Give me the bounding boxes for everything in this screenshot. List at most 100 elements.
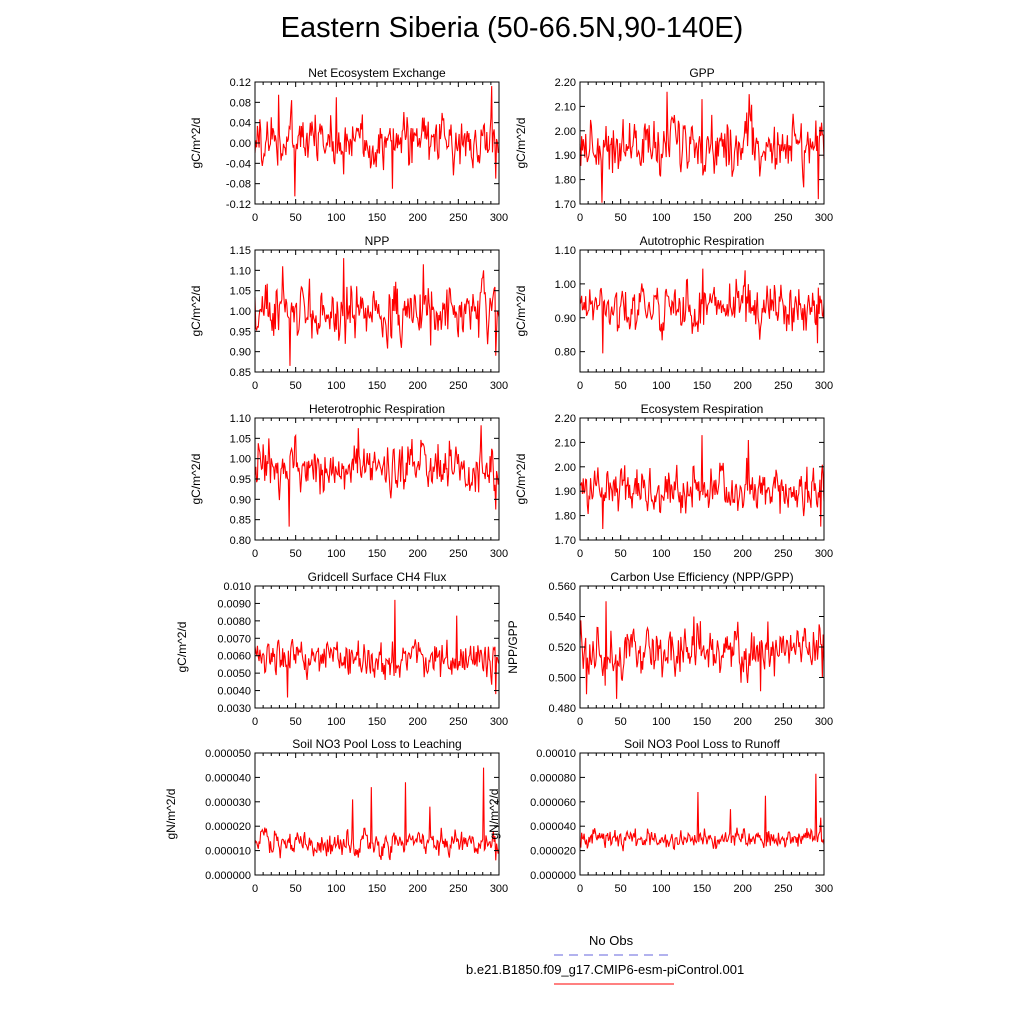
y-tick-label: -0.08	[226, 179, 251, 191]
x-tick-label: 300	[490, 212, 508, 224]
x-tick-label: 250	[774, 380, 792, 392]
y-tick-label: 0.520	[548, 642, 576, 654]
x-tick-label: 50	[615, 883, 627, 895]
y-tick-label: -0.04	[226, 158, 251, 170]
y-tick-label: 1.70	[555, 535, 576, 547]
y-tick-label: 0.000030	[205, 797, 251, 809]
panel-7: Gridcell Surface CH4 Flux gC/m^2/d 0 50 100 1…	[175, 570, 508, 728]
x-tick-label: 150	[368, 883, 386, 895]
x-tick-label: 0	[252, 212, 258, 224]
x-tick-label: 50	[290, 380, 302, 392]
y-tick-label: 0.85	[230, 515, 251, 527]
y-tick-label: 1.05	[230, 433, 251, 445]
y-tick-label: 0.0070	[217, 633, 251, 645]
x-tick-label: 150	[693, 548, 711, 560]
y-tick-label: 0.0030	[217, 703, 251, 715]
x-tick-label: 200	[408, 883, 426, 895]
x-tick-label: 200	[408, 212, 426, 224]
x-tick-label: 100	[327, 212, 345, 224]
y-tick-label: 1.10	[230, 265, 251, 277]
x-tick-label: 100	[652, 212, 670, 224]
x-tick-label: 300	[815, 548, 833, 560]
x-tick-label: 100	[327, 716, 345, 728]
series-line	[579, 435, 825, 530]
x-tick-label: 0	[577, 380, 583, 392]
y-tick-label: 2.20	[555, 413, 576, 425]
panel-title: NPP	[365, 234, 390, 248]
x-tick-label: 150	[368, 548, 386, 560]
plot-frame	[579, 752, 825, 876]
y-tick-label: 0.04	[230, 118, 251, 130]
x-tick-label: 0	[577, 716, 583, 728]
y-tick-label: 0.0060	[217, 651, 251, 663]
x-tick-label: 0	[577, 212, 583, 224]
y-tick-label: 2.00	[555, 126, 576, 138]
y-tick-label: 0.000080	[530, 772, 576, 784]
x-tick-label: 0	[252, 716, 258, 728]
panel-title: Heterotrophic Respiration	[309, 402, 445, 416]
y-tick-label: 0.08	[230, 97, 251, 109]
series-line	[579, 91, 825, 203]
y-tick-label: 1.05	[230, 286, 251, 298]
y-tick-label: 0.00010	[536, 748, 576, 760]
x-tick-label: 200	[733, 716, 751, 728]
series-line	[254, 258, 500, 366]
y-tick-label: 0.000050	[205, 748, 251, 760]
y-tick-label: 0.000040	[530, 821, 576, 833]
series-line	[579, 268, 825, 354]
panel-title: Autotrophic Respiration	[640, 234, 765, 248]
x-tick-label: 300	[490, 548, 508, 560]
y-tick-label: 0.560	[548, 581, 576, 593]
panel-2: GPP gC/m^2/d 0 50 100 150 200 250 300 1.70 1.80 1.9…	[514, 66, 833, 224]
y-tick-label: 0.010	[223, 581, 251, 593]
y-tick-label: 0.000020	[530, 846, 576, 858]
x-tick-label: 50	[290, 212, 302, 224]
panel-title: Carbon Use Efficiency (NPP/GPP)	[610, 570, 793, 584]
x-tick-label: 100	[327, 883, 345, 895]
x-tick-label: 50	[290, 716, 302, 728]
x-tick-label: 200	[733, 380, 751, 392]
y-tick-label: 0.000010	[205, 846, 251, 858]
y-tick-label: 0.00	[230, 138, 251, 150]
x-tick-label: 300	[815, 212, 833, 224]
x-tick-label: 300	[815, 883, 833, 895]
y-tick-label: 0.0090	[217, 598, 251, 610]
x-tick-label: 50	[615, 716, 627, 728]
x-tick-label: 50	[290, 883, 302, 895]
y-tick-label: -0.12	[226, 199, 251, 211]
y-tick-label: 0.000000	[205, 870, 251, 882]
x-tick-label: 300	[815, 716, 833, 728]
x-tick-label: 0	[577, 548, 583, 560]
y-tick-label: 2.00	[555, 462, 576, 474]
y-tick-label: 0.0080	[217, 616, 251, 628]
panel-title: Soil NO3 Pool Loss to Runoff	[624, 737, 781, 751]
panel-3: NPP gC/m^2/d 0 50 100 150 200 250 300 0.85 0.90 0.9…	[189, 234, 508, 392]
x-tick-label: 250	[449, 548, 467, 560]
panel-4: Autotrophic Respiration gC/m^2/d 0 50 100 150…	[514, 234, 833, 392]
x-tick-label: 100	[652, 548, 670, 560]
x-tick-label: 50	[615, 212, 627, 224]
panel-10: Soil NO3 Pool Loss to Runoff gN/m^2/d 0 50 1…	[487, 737, 833, 895]
x-tick-label: 0	[252, 883, 258, 895]
x-tick-label: 150	[368, 212, 386, 224]
x-tick-label: 250	[449, 212, 467, 224]
x-tick-label: 150	[693, 380, 711, 392]
series-line	[254, 425, 500, 527]
y-tick-label: 1.10	[230, 413, 251, 425]
x-tick-label: 250	[774, 212, 792, 224]
y-tick-label: 0.12	[230, 77, 251, 89]
x-tick-label: 50	[615, 380, 627, 392]
panel-title: Ecosystem Respiration	[641, 402, 764, 416]
y-axis-label: gC/m^2/d	[189, 118, 203, 169]
x-tick-label: 250	[774, 548, 792, 560]
legend-model-label: b.e21.B1850.f09_g17.CMIP6-esm-piControl.…	[466, 962, 745, 977]
y-tick-label: 0.85	[230, 367, 251, 379]
y-axis-label: gC/m^2/d	[189, 286, 203, 337]
x-tick-label: 100	[652, 883, 670, 895]
y-tick-label: 1.00	[555, 279, 576, 291]
y-tick-label: 0.90	[230, 347, 251, 359]
x-tick-label: 200	[733, 212, 751, 224]
page-title: Eastern Siberia (50-66.5N,90-140E)	[280, 12, 744, 44]
plot-frame	[254, 417, 500, 541]
